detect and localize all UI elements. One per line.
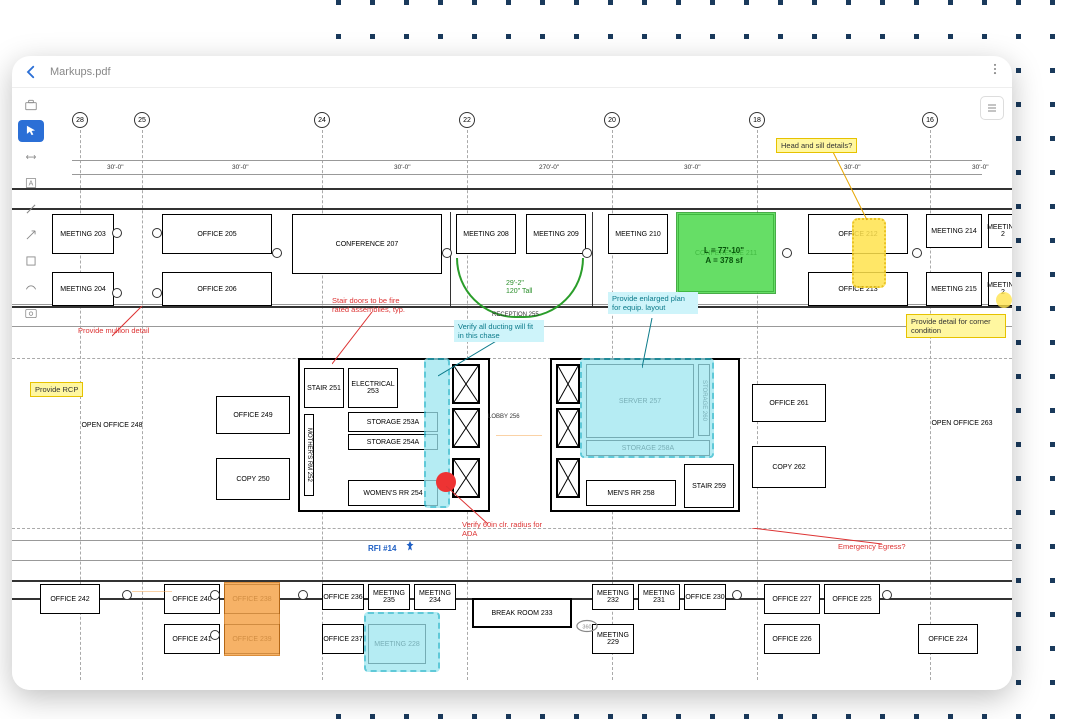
room: OFFICE 237 <box>322 624 364 654</box>
room: MEETING 232 <box>592 584 634 610</box>
room: STAIR 251 <box>304 368 344 408</box>
panorama-icon: 360 <box>576 618 598 636</box>
arrow-tool-icon[interactable] <box>18 224 44 246</box>
markup-callout[interactable]: Verify 60in clr. radius for ADA <box>458 518 548 540</box>
highlight-meeting-228 <box>364 612 440 672</box>
room: MEETING 214 <box>926 214 982 248</box>
room: MEETING 231 <box>638 584 680 610</box>
toolbox-icon[interactable] <box>18 94 44 116</box>
room: MEETING 204 <box>52 272 114 306</box>
draw-tool-icon[interactable] <box>18 276 44 298</box>
room: OFFICE 206 <box>162 272 272 306</box>
document-filename: Markups.pdf <box>50 66 111 78</box>
room: COPY 262 <box>752 446 826 488</box>
photo-tool-icon[interactable] <box>18 302 44 324</box>
markup-callout[interactable]: Provide detail for corner condition <box>906 314 1006 338</box>
room: OFFICE 224 <box>918 624 978 654</box>
highlight-yellow-cloud <box>852 218 886 288</box>
grid-bubble: 20 <box>604 112 620 128</box>
svg-text:360: 360 <box>582 625 591 631</box>
room: OFFICE 230 <box>684 584 726 610</box>
room: CONFERENCE 207 <box>292 214 442 274</box>
room: MEETING 210 <box>608 214 668 254</box>
markup-callout[interactable]: Stair doors to be fire rated assemblies,… <box>328 294 418 316</box>
room: BREAK ROOM 233 <box>472 598 572 628</box>
room: OFFICE 227 <box>764 584 820 614</box>
room: MEETING 234 <box>414 584 456 610</box>
room: MEETING 208 <box>456 214 516 254</box>
markup-callout[interactable]: Provide enlarged plan for equip. layout <box>608 292 698 314</box>
highlight-corner <box>996 292 1012 308</box>
room: OFFICE 242 <box>40 584 100 614</box>
grid-bubble: 28 <box>72 112 88 128</box>
pushpin-icon <box>404 540 416 552</box>
back-icon[interactable] <box>22 63 40 81</box>
top-bar: Markups.pdf <box>12 56 1012 88</box>
highlight-office-238-239 <box>224 582 280 656</box>
drawing-viewport[interactable]: A 2825242220181630'-0"30'-0"30'-0"270'-0… <box>12 88 1012 690</box>
measure-tool-icon[interactable] <box>18 146 44 168</box>
grid-bubble: 25 <box>134 112 150 128</box>
room: OFFICE 205 <box>162 214 272 254</box>
markup-toolbar: A <box>18 94 44 324</box>
grid-bubble: 18 <box>749 112 765 128</box>
room: OFFICE 225 <box>824 584 880 614</box>
overflow-menu-icon[interactable] <box>988 62 1002 81</box>
room: MOTHER'S RM 252 <box>304 414 314 496</box>
grid-bubble: 16 <box>922 112 938 128</box>
highlight-server <box>580 358 714 458</box>
app-window: Markups.pdf A 2825242220181630'-0"30'-0"… <box>12 56 1012 690</box>
markup-callout[interactable]: Verify all ducting will fit in this chas… <box>454 320 544 342</box>
room: OPEN OFFICE 263 <box>912 416 1012 430</box>
markup-callout[interactable]: Provide RCP <box>30 382 83 397</box>
room: MEETING 209 <box>526 214 586 254</box>
room: MEETING 229 <box>592 624 634 654</box>
grid-bubble: 24 <box>314 112 330 128</box>
room: OFFICE 226 <box>764 624 820 654</box>
markup-callout[interactable]: Provide mullion detail <box>74 324 153 337</box>
line-tool-icon[interactable] <box>18 198 44 220</box>
room: OPEN OFFICE 248 <box>42 418 182 432</box>
markup-callout[interactable]: RFI #14 <box>364 542 400 556</box>
room: OFFICE 249 <box>216 396 290 434</box>
floor-plan[interactable]: 2825242220181630'-0"30'-0"30'-0"270'-0"3… <box>12 88 1012 690</box>
room: MEN'S RR 258 <box>586 480 676 506</box>
room: MEETING 2 <box>988 214 1012 248</box>
layers-menu-icon[interactable] <box>980 96 1004 120</box>
room: MEETING 203 <box>52 214 114 254</box>
markup-red-dot <box>436 472 456 492</box>
room: STAIR 259 <box>684 464 734 508</box>
room: OFFICE 236 <box>322 584 364 610</box>
room: COPY 250 <box>216 458 290 500</box>
shape-tool-icon[interactable] <box>18 250 44 272</box>
grid-bubble: 22 <box>459 112 475 128</box>
room: MEETING 235 <box>368 584 410 610</box>
room: ELECTRICAL 253 <box>348 368 398 408</box>
markup-callout[interactable]: Head and sill details? <box>776 138 857 153</box>
select-tool-icon[interactable] <box>18 120 44 142</box>
room: MEETING 215 <box>926 272 982 306</box>
room: OFFICE 261 <box>752 384 826 422</box>
svg-text:A: A <box>29 180 34 187</box>
markup-callout[interactable]: Emergency Egress? <box>834 540 910 553</box>
text-tool-icon[interactable]: A <box>18 172 44 194</box>
